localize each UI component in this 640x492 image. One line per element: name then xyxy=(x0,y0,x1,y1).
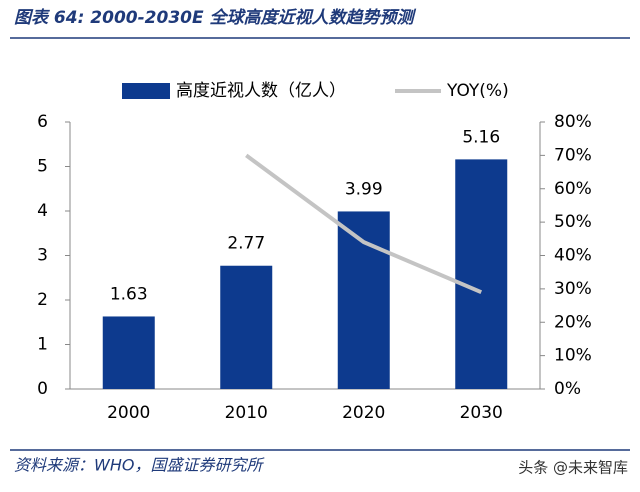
chart-title: 图表 64: 2000-2030E 全球高度近视人数趋势预测 xyxy=(14,8,417,28)
legend-label: YOY(%) xyxy=(446,81,509,101)
y2-tick-label: 30% xyxy=(554,279,592,299)
y-tick-label: 5 xyxy=(37,157,48,177)
bar xyxy=(337,211,390,389)
value-label: 2.77 xyxy=(227,234,265,254)
watermark: 头条 @未来智库 xyxy=(518,459,628,477)
y2-tick-label: 70% xyxy=(554,145,592,165)
y2-tick-label: 0% xyxy=(554,379,581,399)
legend-swatch xyxy=(122,83,170,99)
value-label: 5.16 xyxy=(462,127,500,147)
value-label: 1.63 xyxy=(110,284,148,304)
y2-tick-label: 50% xyxy=(554,212,592,232)
bar xyxy=(455,159,508,389)
x-tick-label: 2000 xyxy=(107,403,150,423)
y-tick-label: 1 xyxy=(37,335,48,355)
y-tick-label: 2 xyxy=(37,290,48,310)
bar xyxy=(220,265,273,389)
x-tick-label: 2010 xyxy=(225,403,268,423)
x-tick-label: 2030 xyxy=(460,403,503,423)
y2-tick-label: 10% xyxy=(554,346,592,366)
value-label: 3.99 xyxy=(345,179,383,199)
legend-label: 高度近视人数（亿人） xyxy=(176,81,346,101)
y-tick-label: 6 xyxy=(37,112,48,132)
y2-tick-label: 20% xyxy=(554,312,592,332)
line xyxy=(245,153,483,295)
y-tick-label: 0 xyxy=(37,379,48,399)
y-tick-label: 4 xyxy=(37,201,48,221)
bar xyxy=(102,316,155,389)
source: 资料来源：WHO，国盛证券研究所 xyxy=(14,456,265,475)
y2-tick-label: 60% xyxy=(554,179,592,199)
y2-tick-label: 40% xyxy=(554,246,592,266)
y2-tick-label: 80% xyxy=(554,112,592,132)
x-tick-label: 2020 xyxy=(342,403,385,423)
y-tick-label: 3 xyxy=(37,246,48,266)
